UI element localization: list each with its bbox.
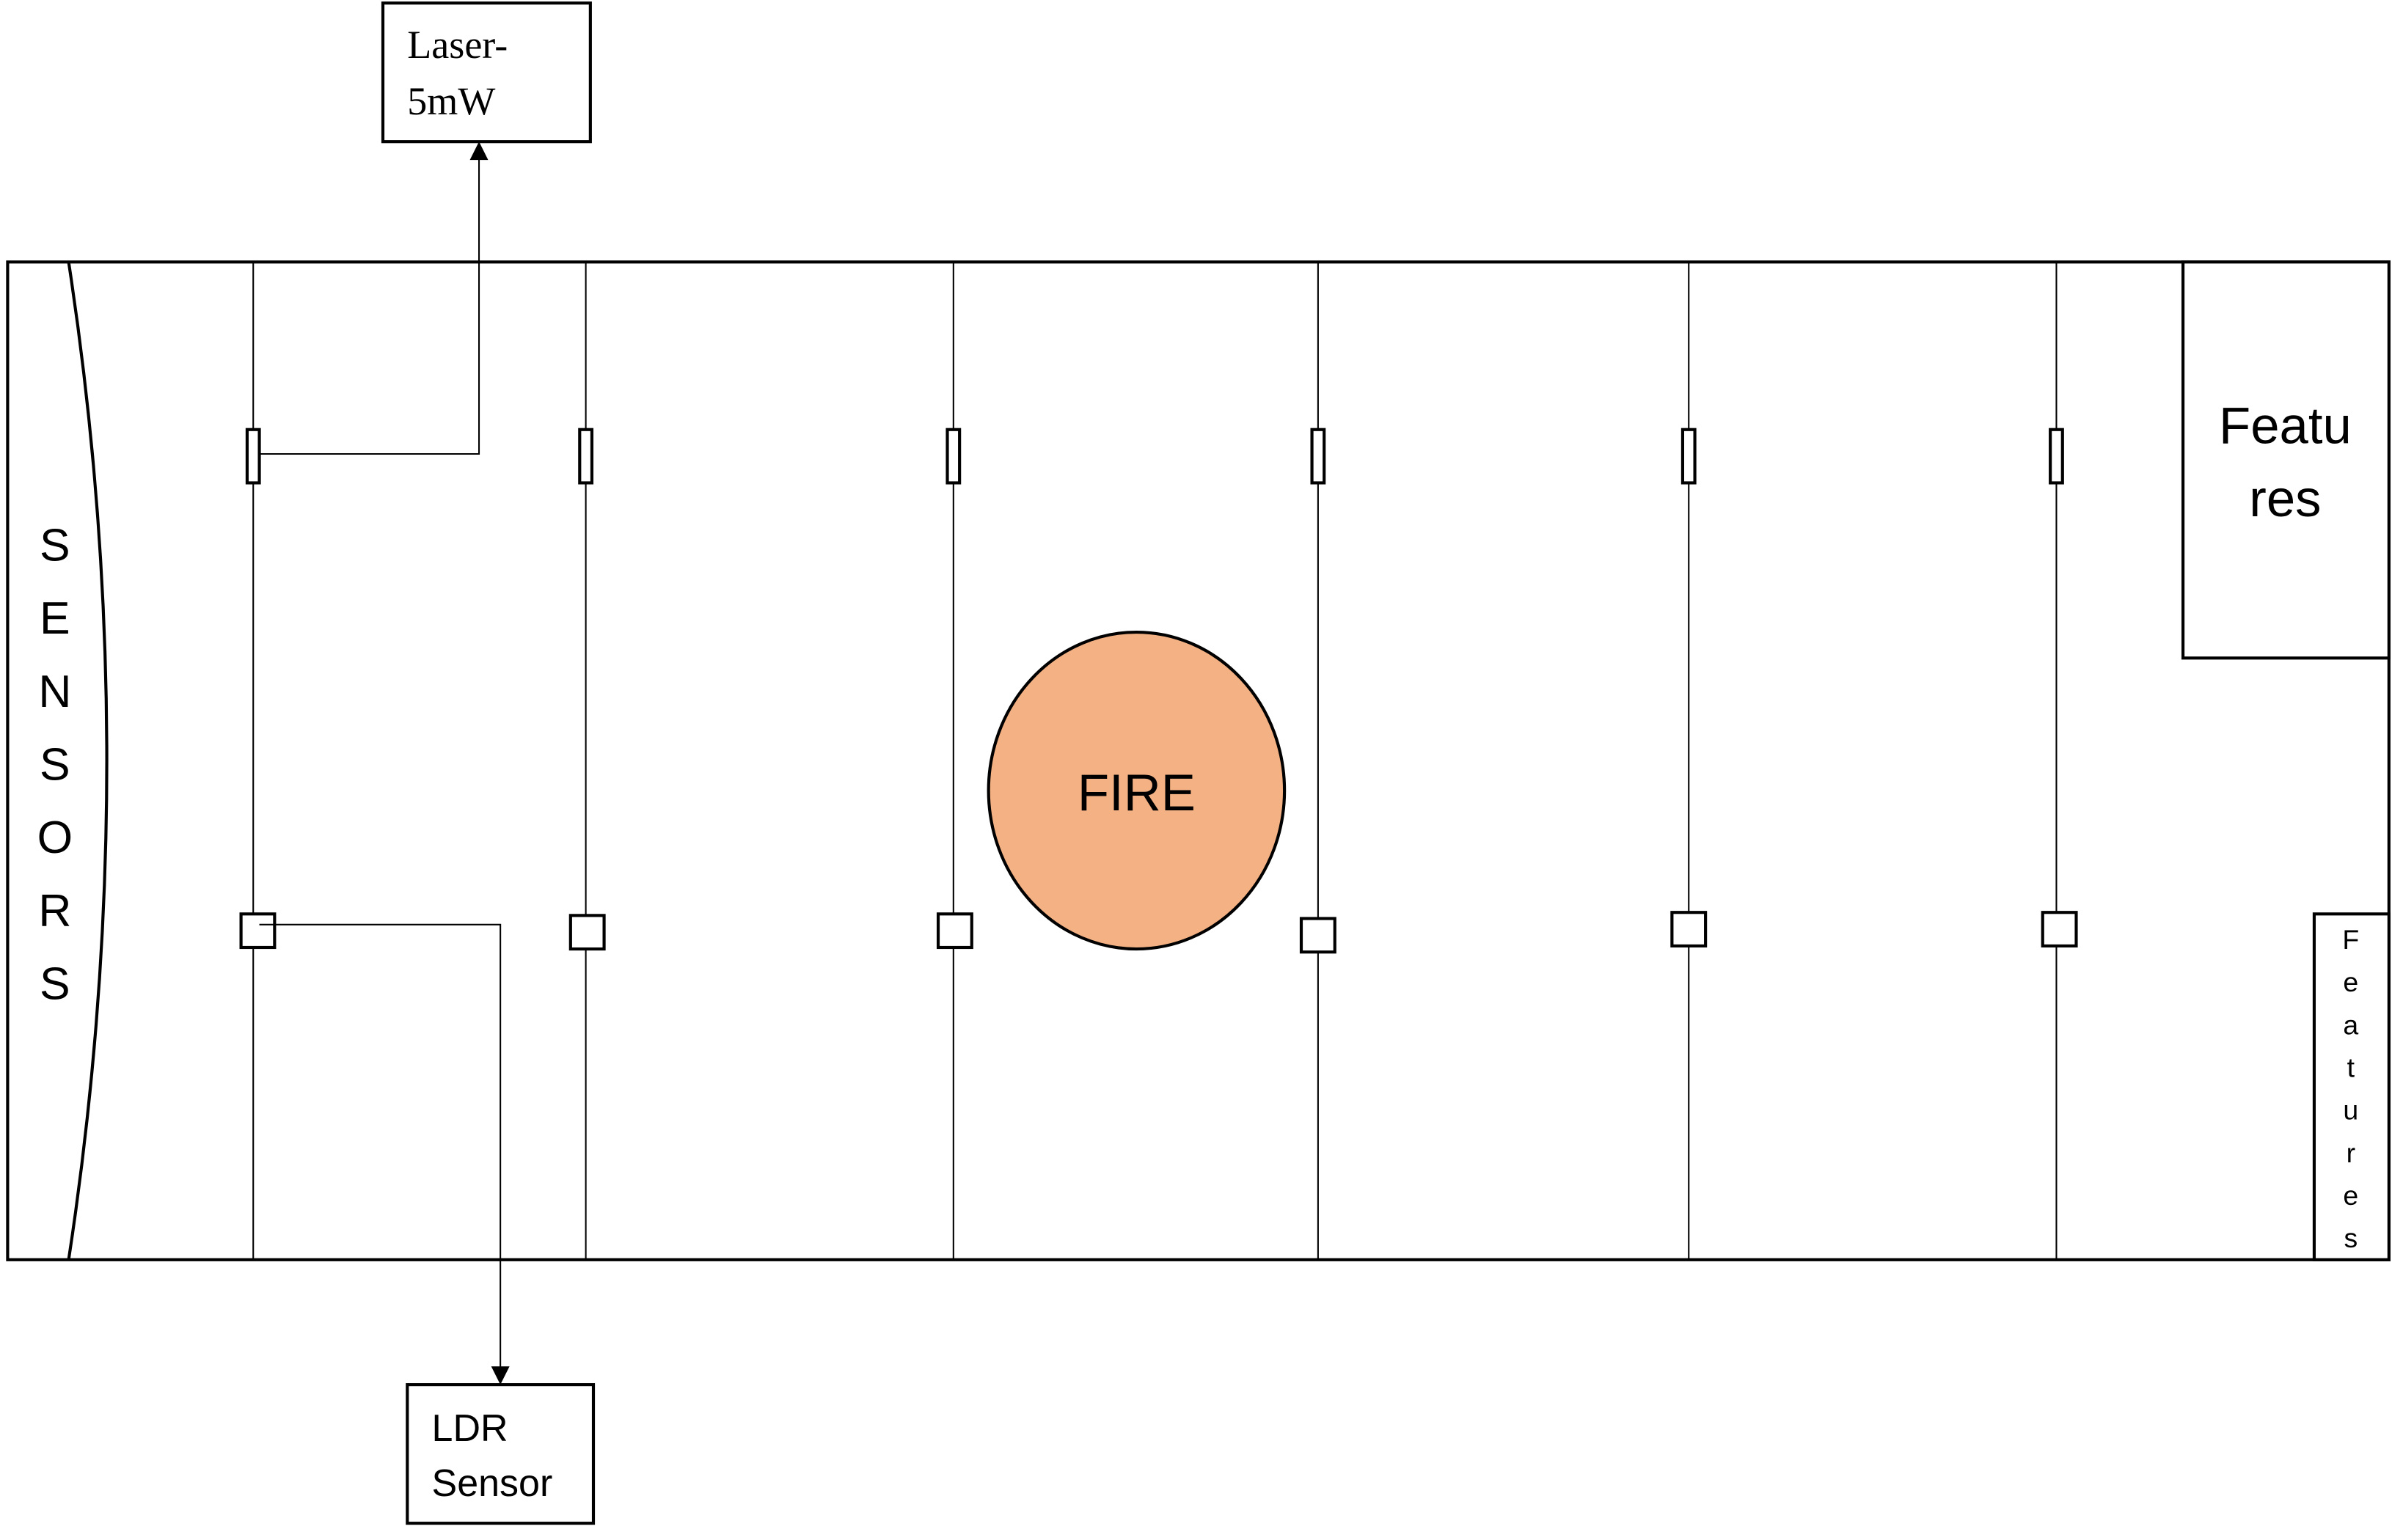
laser-emitter: [578, 428, 594, 485]
sensors-letter: E: [40, 593, 70, 644]
ldr-label-line1: LDR: [432, 1407, 508, 1450]
laser-emitter: [245, 428, 261, 485]
ldr-sensor: [239, 912, 277, 950]
ldr-sensor: [1670, 911, 1708, 947]
laser-box: [381, 1, 592, 144]
features-side-letter: a: [2343, 1009, 2358, 1040]
laser-emitter: [1310, 428, 1326, 485]
sensors-letter: S: [40, 959, 70, 1010]
sensors-letter: S: [40, 520, 70, 571]
laser-emitter: [1680, 428, 1697, 485]
laser-label-line1: Laser-: [407, 23, 508, 67]
features-top-line2: res: [2249, 469, 2321, 527]
laser-emitters: [245, 428, 2064, 485]
sensors-letter: S: [40, 740, 70, 791]
features-side-box: [2312, 912, 2391, 1261]
main-frame: [6, 260, 2391, 1261]
features-top-line1: Featu: [2219, 396, 2352, 454]
ldr-sensors: [239, 911, 2078, 954]
features-side-letter: e: [2343, 967, 2358, 997]
laser-emitter: [946, 428, 962, 485]
ldr-sensor-box: [406, 1383, 596, 1525]
laser-connector: [259, 158, 480, 455]
features-side-letter: F: [2342, 924, 2359, 955]
ldr-sensor: [2041, 911, 2078, 947]
fire-label: FIRE: [1078, 763, 1196, 821]
fire-circle: [987, 630, 1287, 951]
ldr-arrowhead: [491, 1366, 510, 1385]
ldr-sensor: [1299, 917, 1336, 954]
ldr-sensor: [568, 914, 606, 951]
sensors-label: S E N S O R S: [37, 520, 73, 1009]
sensors-letter: R: [38, 886, 71, 936]
ldr-sensor: [936, 912, 973, 950]
laser-label-line2: 5mW: [407, 79, 495, 123]
features-side-letter: e: [2343, 1180, 2358, 1211]
sensors-letter: N: [38, 667, 71, 717]
features-side-letter: t: [2347, 1052, 2355, 1083]
laser-arrowhead: [469, 142, 489, 161]
sensors-panel-curve: [67, 261, 109, 1261]
features-side-label: F e a t u r e s: [2342, 924, 2359, 1253]
features-side-letter: r: [2347, 1137, 2355, 1168]
features-top-box: [2181, 260, 2391, 660]
features-side-letter: u: [2343, 1095, 2358, 1126]
ldr-label-line2: Sensor: [432, 1462, 553, 1505]
ldr-connector: [259, 923, 502, 1368]
sensors-letter: O: [37, 813, 73, 863]
laser-emitter: [2049, 428, 2064, 485]
features-side-letter: s: [2344, 1222, 2358, 1253]
